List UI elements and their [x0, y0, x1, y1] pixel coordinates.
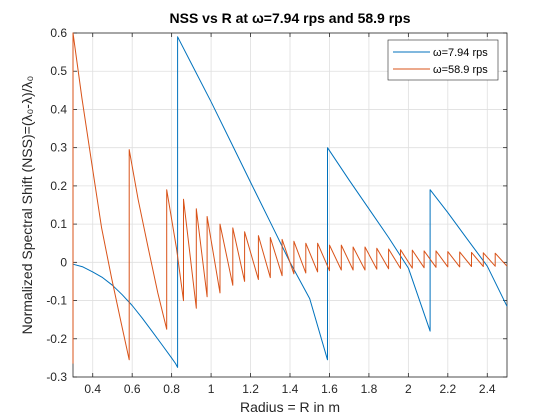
y-tick-label: 0: [60, 255, 67, 269]
x-tick-label: 1: [208, 382, 215, 396]
series-line-2: [72, 32, 508, 364]
x-tick-label: 1.8: [361, 382, 378, 396]
y-tick-label: 0.6: [50, 26, 67, 40]
y-tick-label: 0.4: [50, 102, 67, 116]
legend-box: [387, 39, 499, 81]
legend-label-series-2: ω=58.9 rps: [433, 64, 488, 76]
y-tick-label: 0.3: [50, 141, 67, 155]
x-tick-label: 2: [405, 382, 412, 396]
y-tick-label: 0.1: [50, 217, 67, 231]
legend-label-series-1: ω=7.94 rps: [433, 47, 488, 59]
x-tick-label: 2.2: [439, 382, 456, 396]
x-tick-label: 2.4: [479, 382, 496, 396]
y-tick-label: -0.2: [46, 332, 67, 346]
y-tick-label: 0.2: [50, 179, 67, 193]
x-tick-label: 0.4: [84, 382, 101, 396]
axis-ticks: 0.4 0.6 0.8 1 1.2 1.4 1.6 1.8 2 2.2 2.4 -0.3 -0.2 -0.…: [46, 26, 507, 396]
y-tick-label: 0.5: [50, 64, 67, 78]
y-tick-label: -0.3: [46, 370, 67, 384]
y-axis-label: Normalized Spectral Shift (NSS)=(λ₀-λ)/λ…: [19, 75, 35, 334]
x-tick-label: 1.2: [242, 382, 259, 396]
series-line-1: [72, 36, 508, 368]
x-tick-label: 1.4: [282, 382, 299, 396]
x-tick-label: 1.6: [321, 382, 338, 396]
chart-title: NSS vs R at ω=7.94 rps and 58.9 rps: [170, 10, 411, 26]
y-tick-label: -0.1: [46, 294, 67, 308]
x-tick-label: 0.8: [163, 382, 180, 396]
x-tick-label: 0.6: [124, 382, 141, 396]
series-lines: [72, 32, 508, 368]
legend: ω=7.94 rps ω=58.9 rps: [387, 39, 499, 81]
x-axis-label: Radius = R in m: [240, 399, 340, 415]
